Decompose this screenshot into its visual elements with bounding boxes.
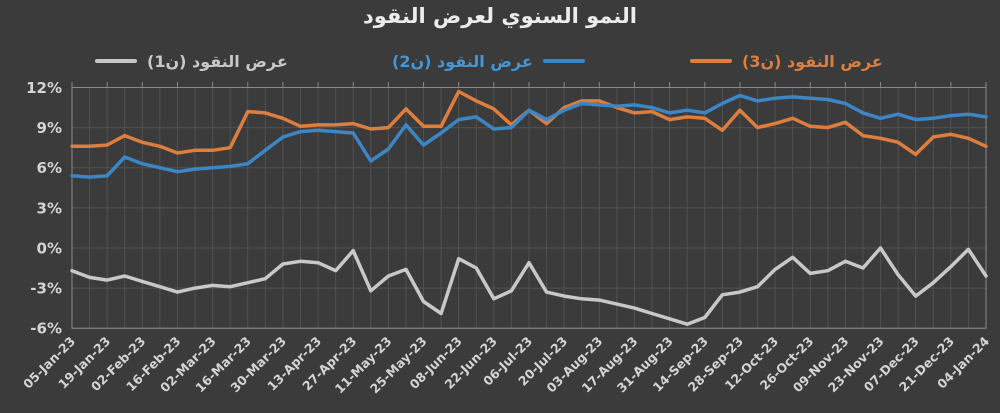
legend-label-m1: عرض النقود (ن1) (147, 51, 288, 71)
svg-text:-6%: -6% (30, 320, 62, 338)
plot-border (71, 82, 987, 329)
svg-text:3%: 3% (37, 199, 62, 217)
series-m2 (70, 93, 988, 179)
y-axis-labels: 12% 9% 6% 3% 0% -3% -6% (26, 79, 62, 338)
legend-line-marker-m2 (542, 59, 585, 63)
chart-title: النمو السنوي لعرض النقود (362, 4, 638, 28)
svg-text:-3%: -3% (30, 280, 62, 298)
legend-label-m2: عرض النقود (ن2) (392, 51, 533, 71)
svg-text:6%: 6% (37, 159, 62, 177)
legend-line-marker-m3 (690, 59, 732, 63)
legend-item-m3: عرض النقود (ن3) (690, 48, 883, 74)
series-m1 (70, 246, 988, 326)
x-axis-labels: 05-Jan-2319-Jan-2302-Feb-2316-Feb-2302-M… (20, 333, 992, 396)
svg-text:12%: 12% (26, 79, 62, 97)
svg-text:9%: 9% (37, 119, 62, 137)
legend-line-marker-m1 (95, 59, 137, 63)
legend-item-m2: عرض النقود (ن2) (392, 48, 585, 74)
legend-item-m1: عرض النقود (ن1) (95, 48, 288, 74)
legend-label-m3: عرض النقود (ن3) (742, 51, 883, 71)
svg-text:0%: 0% (37, 239, 62, 257)
chart-legend: عرض النقود (ن1) عرض النقود (ن2) عرض النق… (0, 48, 1000, 74)
